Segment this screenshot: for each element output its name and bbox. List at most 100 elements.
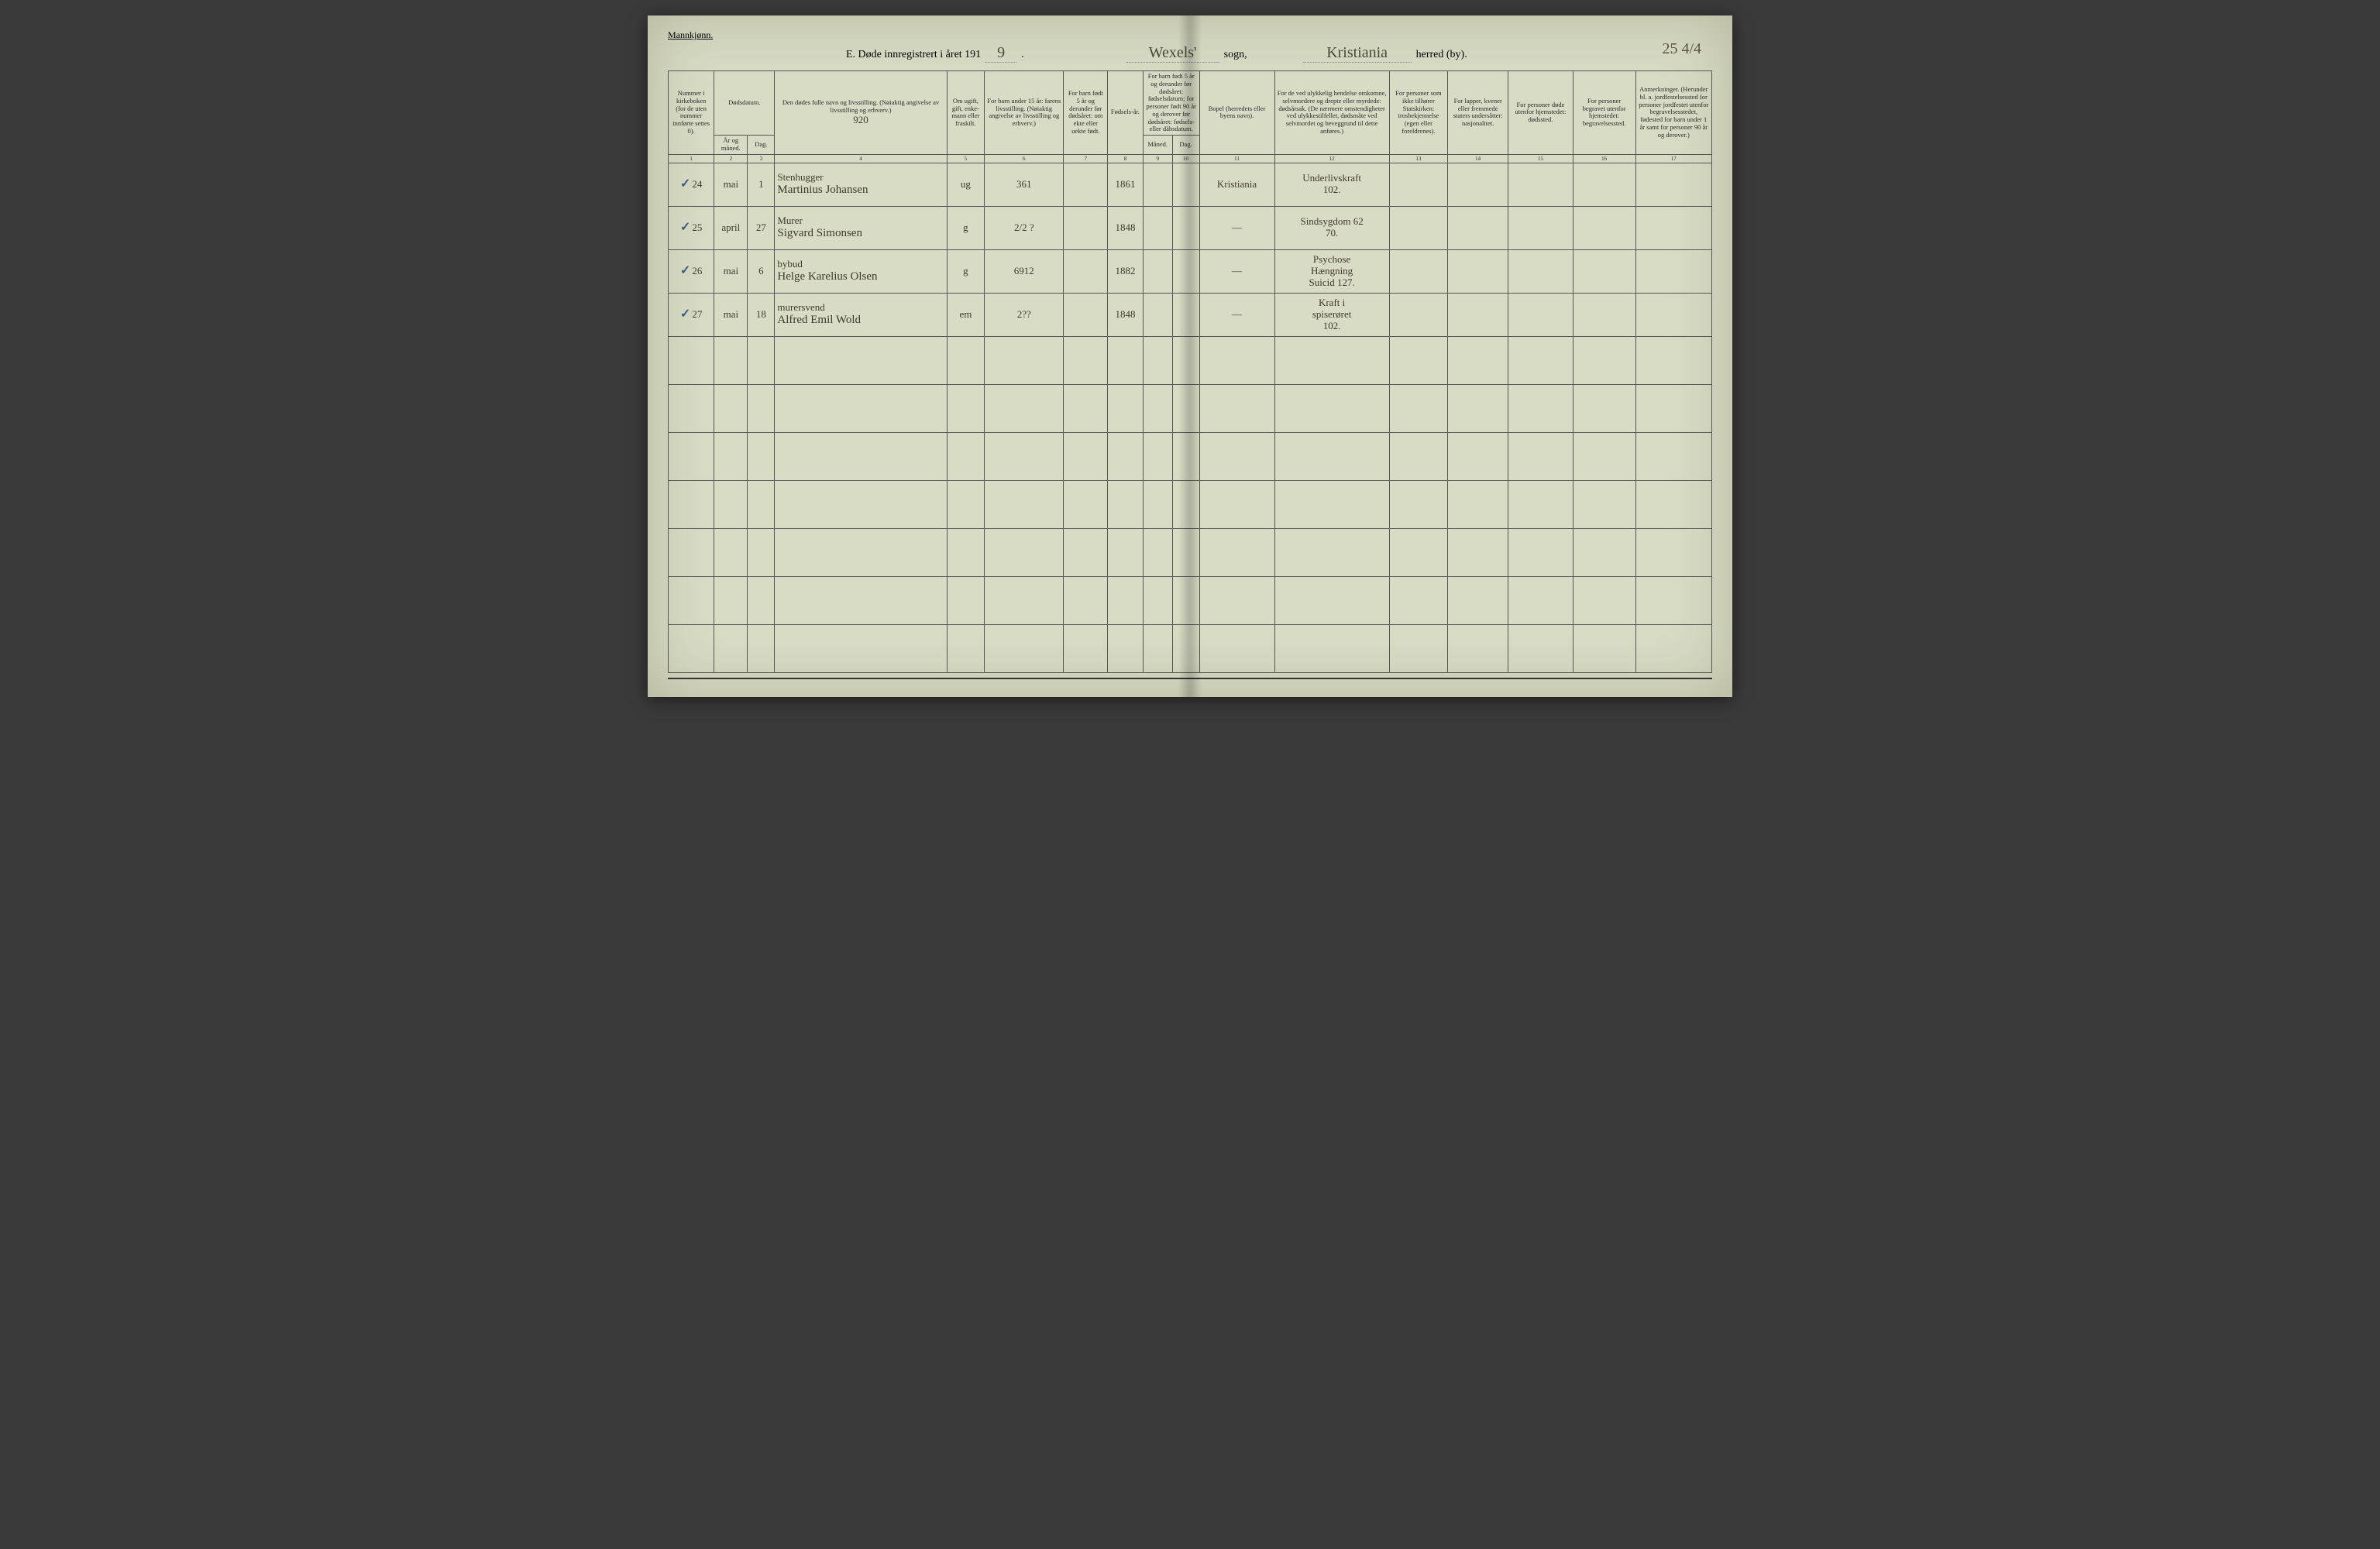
- empty-cell: [1573, 336, 1635, 384]
- empty-cell: [775, 528, 947, 576]
- empty-cell: [714, 432, 748, 480]
- empty-cell: [947, 336, 984, 384]
- empty-cell: [1108, 432, 1144, 480]
- empty-cell: [947, 432, 984, 480]
- empty-cell: [1448, 576, 1508, 624]
- cell-col16: [1573, 163, 1635, 206]
- cell-col7: [1064, 249, 1108, 293]
- cell-name: murersvendAlfred Emil Wold: [775, 293, 947, 336]
- table-row: [669, 336, 1712, 384]
- empty-cell: [1274, 624, 1389, 672]
- cell-col7: [1064, 293, 1108, 336]
- cell-col13: [1389, 206, 1447, 249]
- empty-cell: [985, 432, 1064, 480]
- empty-cell: [1389, 432, 1447, 480]
- empty-cell: [1143, 624, 1172, 672]
- table-row: ✓27mai18murersvendAlfred Emil Woldem2??1…: [669, 293, 1712, 336]
- empty-cell: [1448, 432, 1508, 480]
- empty-cell: [1172, 576, 1199, 624]
- empty-cell: [947, 528, 984, 576]
- empty-cell: [775, 432, 947, 480]
- cell-col17: [1635, 163, 1711, 206]
- table-row: [669, 528, 1712, 576]
- cell-marital: em: [947, 293, 984, 336]
- cell-col7: [1064, 163, 1108, 206]
- empty-cell: [1448, 624, 1508, 672]
- col-9-top: For barn født 5 år og derunder før dødså…: [1143, 71, 1199, 136]
- empty-cell: [985, 384, 1064, 432]
- empty-cell: [669, 528, 714, 576]
- herred-label: herred (by).: [1416, 49, 1467, 61]
- empty-cell: [1199, 576, 1274, 624]
- column-number: 3: [748, 154, 775, 163]
- empty-cell: [1064, 336, 1108, 384]
- col-5-header: Om ugift, gift, enke­mann eller fraskilt…: [947, 71, 984, 155]
- col-8-header: Fødsels-år.: [1108, 71, 1144, 155]
- column-number: 6: [985, 154, 1064, 163]
- cell-num: ✓27: [669, 293, 714, 336]
- column-number: 7: [1064, 154, 1108, 163]
- empty-cell: [1172, 528, 1199, 576]
- cell-col6: 2/2 ?: [985, 206, 1064, 249]
- cell-col17: [1635, 206, 1711, 249]
- cell-col14: [1448, 163, 1508, 206]
- cell-col9b: [1172, 206, 1199, 249]
- cell-cause: Kraft i spiserøret 102.: [1274, 293, 1389, 336]
- empty-cell: [1199, 528, 1274, 576]
- cell-col15: [1508, 293, 1573, 336]
- table-row: ✓24mai1StenhuggerMartinius Johansenug361…: [669, 163, 1712, 206]
- cell-col9b: [1172, 163, 1199, 206]
- cell-marital: g: [947, 206, 984, 249]
- empty-cell: [1108, 624, 1144, 672]
- empty-cell: [1064, 576, 1108, 624]
- page-number: 25 4/4: [1662, 40, 1701, 58]
- cell-num: ✓24: [669, 163, 714, 206]
- empty-cell: [947, 480, 984, 528]
- col-2b-header: Dag.: [748, 136, 775, 155]
- empty-cell: [1508, 480, 1573, 528]
- empty-cell: [748, 480, 775, 528]
- empty-cell: [714, 384, 748, 432]
- empty-cell: [1573, 576, 1635, 624]
- column-number: 12: [1274, 154, 1389, 163]
- empty-cell: [1108, 480, 1144, 528]
- column-number: 5: [947, 154, 984, 163]
- empty-cell: [1143, 576, 1172, 624]
- year-suffix: 9: [985, 44, 1016, 63]
- col-6-header: For barn under 15 år: farens livsstillin…: [985, 71, 1064, 155]
- cell-col13: [1389, 293, 1447, 336]
- table-row: [669, 480, 1712, 528]
- cell-birth: 1861: [1108, 163, 1144, 206]
- empty-cell: [1389, 576, 1447, 624]
- empty-cell: [1508, 528, 1573, 576]
- column-number-row: 1234567891011121314151617: [669, 154, 1712, 163]
- empty-cell: [1389, 528, 1447, 576]
- empty-cell: [748, 384, 775, 432]
- cell-bopel: Kristiania: [1199, 163, 1274, 206]
- empty-cell: [1508, 624, 1573, 672]
- cell-bopel: —: [1199, 293, 1274, 336]
- cell-marital: ug: [947, 163, 984, 206]
- col-9a-header: Måned.: [1143, 136, 1172, 155]
- table-row: [669, 576, 1712, 624]
- column-number: 15: [1508, 154, 1573, 163]
- cell-day: 27: [748, 206, 775, 249]
- column-number: 11: [1199, 154, 1274, 163]
- herred-value: Kristiania: [1303, 44, 1412, 63]
- col-2-top: Dødsdatum.: [714, 71, 775, 136]
- cell-col15: [1508, 206, 1573, 249]
- table-row: ✓26mai6bybudHelge Karelius Olseng6912188…: [669, 249, 1712, 293]
- empty-cell: [1448, 336, 1508, 384]
- cell-cause: Underlivskraft 102.: [1274, 163, 1389, 206]
- empty-cell: [669, 336, 714, 384]
- empty-cell: [1389, 336, 1447, 384]
- empty-cell: [714, 480, 748, 528]
- column-number: 2: [714, 154, 748, 163]
- column-number: 16: [1573, 154, 1635, 163]
- empty-cell: [775, 576, 947, 624]
- col-13-header: For personer som ikke tilhører Statskirk…: [1389, 71, 1447, 155]
- cell-col16: [1573, 249, 1635, 293]
- gender-label: Mannkjønn.: [668, 29, 1712, 41]
- cell-month: mai: [714, 163, 748, 206]
- cell-month: mai: [714, 249, 748, 293]
